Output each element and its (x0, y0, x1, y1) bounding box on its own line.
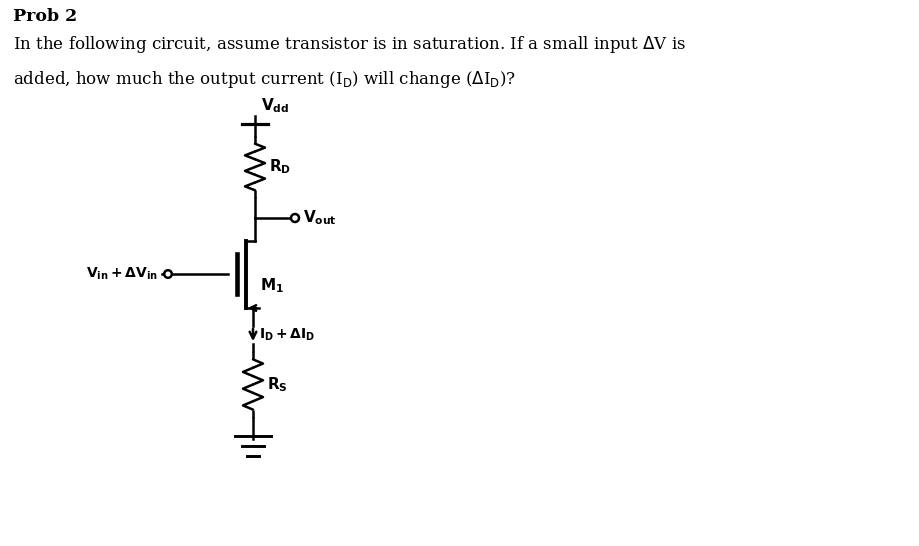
Text: Prob 2: Prob 2 (13, 8, 77, 25)
Text: $\mathbf{I_D+\Delta I_D}$: $\mathbf{I_D+\Delta I_D}$ (259, 327, 315, 343)
Circle shape (165, 270, 172, 278)
Text: $\mathbf{R_S}$: $\mathbf{R_S}$ (267, 375, 288, 394)
Text: $\mathbf{V_{in}+\Delta V_{in}}$: $\mathbf{V_{in}+\Delta V_{in}}$ (86, 266, 158, 282)
Text: $\mathbf{V_{out}}$: $\mathbf{V_{out}}$ (303, 209, 336, 227)
Text: In the following circuit, assume transistor is in saturation. If a small input $: In the following circuit, assume transis… (13, 34, 686, 90)
Circle shape (291, 214, 299, 222)
Text: $\mathbf{V_{dd}}$: $\mathbf{V_{dd}}$ (261, 96, 289, 115)
Text: $\mathbf{R_D}$: $\mathbf{R_D}$ (269, 158, 291, 176)
Text: $\mathbf{M_1}$: $\mathbf{M_1}$ (260, 276, 284, 295)
